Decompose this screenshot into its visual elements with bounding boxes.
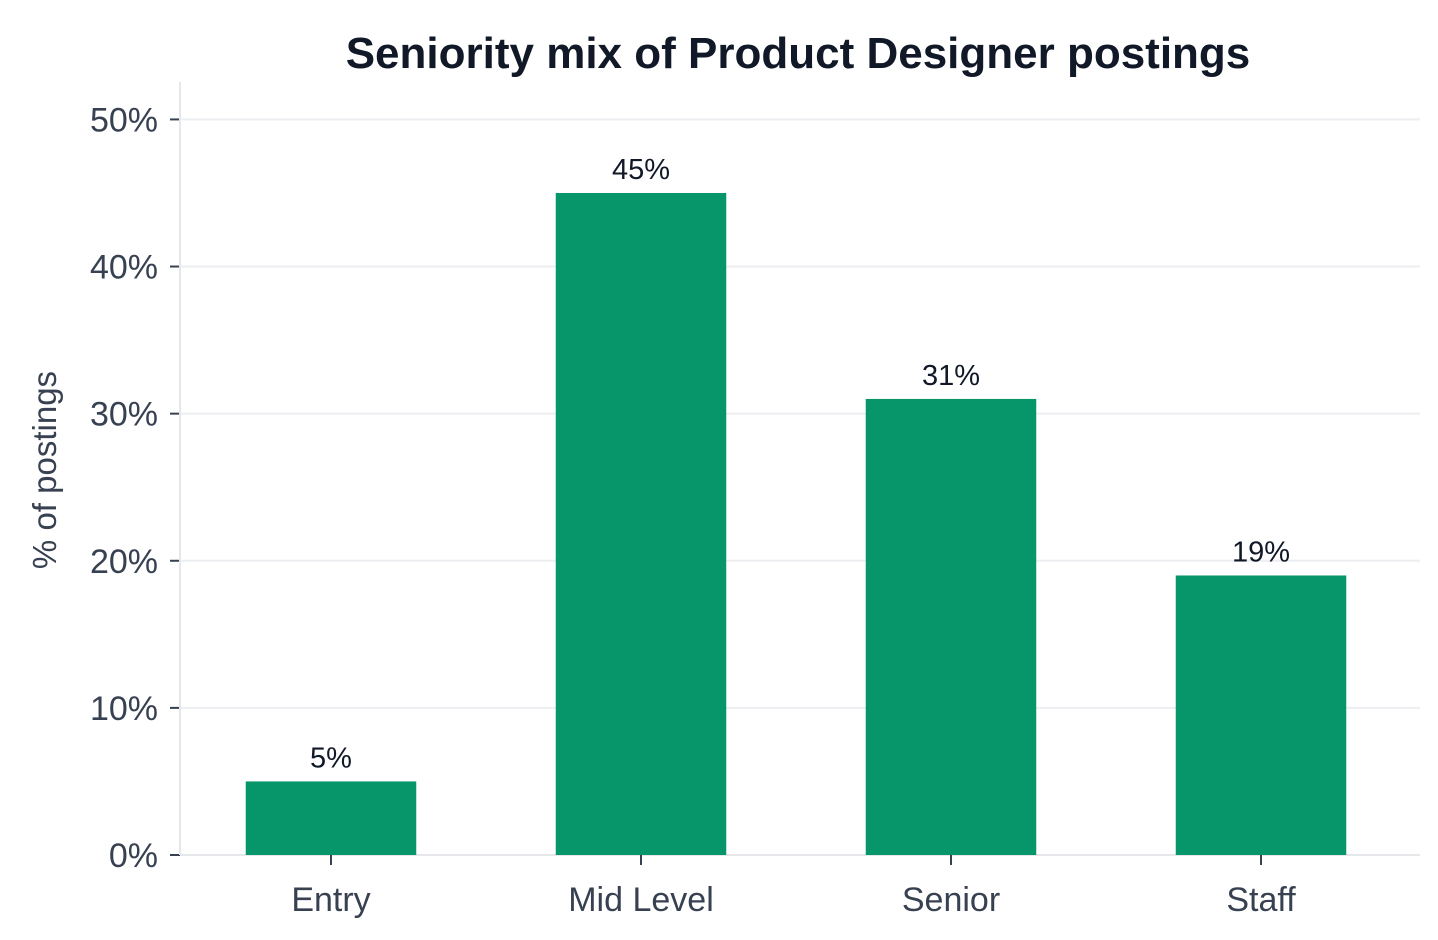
bar bbox=[245, 781, 417, 855]
y-tick-label: 10% bbox=[90, 690, 158, 728]
x-tick-label: Staff bbox=[1226, 881, 1296, 919]
y-tick-label: 20% bbox=[90, 543, 158, 581]
chart-title: Seniority mix of Product Designer postin… bbox=[346, 29, 1251, 78]
y-tick-label: 0% bbox=[109, 837, 158, 875]
data-label: 5% bbox=[310, 742, 352, 774]
data-label: 45% bbox=[612, 154, 670, 186]
bars bbox=[245, 192, 1347, 855]
y-tick-label: 30% bbox=[90, 396, 158, 434]
y-axis-title: % of postings bbox=[26, 371, 63, 569]
y-tick-label: 50% bbox=[90, 101, 158, 139]
bar bbox=[1175, 575, 1347, 855]
data-label: 19% bbox=[1232, 536, 1290, 568]
x-tick-label: Mid Level bbox=[568, 881, 714, 919]
bar bbox=[555, 192, 727, 855]
data-labels: 5% 45% 31% 19% bbox=[310, 154, 1290, 774]
bar bbox=[865, 398, 1037, 855]
data-label: 31% bbox=[922, 360, 980, 392]
y-tick-label: 40% bbox=[90, 249, 158, 287]
x-tick-label: Senior bbox=[902, 881, 1000, 919]
x-tick-label: Entry bbox=[291, 881, 370, 919]
